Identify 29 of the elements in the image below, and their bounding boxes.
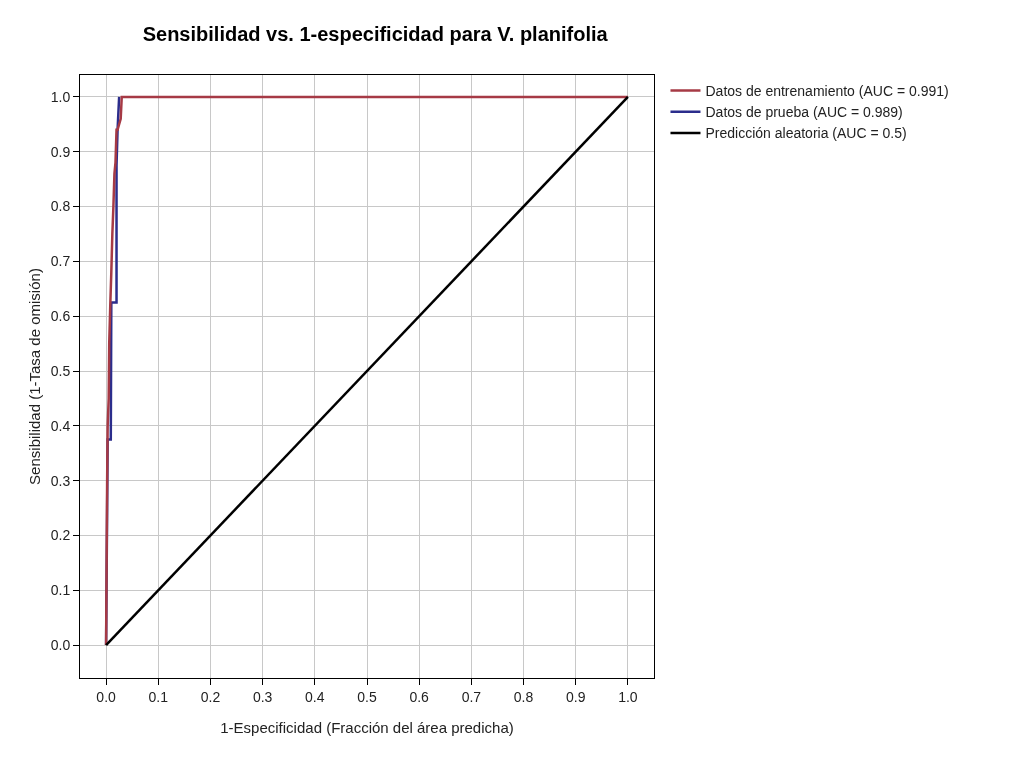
x-tick-label: 0.2 xyxy=(200,688,221,705)
x-tick-label: 0.7 xyxy=(461,688,482,705)
legend-label: Predicción aleatoria (AUC = 0.5) xyxy=(705,125,907,142)
y-tick-label: 1.0 xyxy=(50,88,71,105)
x-tick-label: 0.1 xyxy=(148,688,169,705)
x-tick-label: 0.4 xyxy=(305,688,325,705)
y-tick-label: 0.6 xyxy=(50,308,71,325)
chart-title: Sensibilidad vs. 1-especificidad para V. planifolia xyxy=(142,22,609,45)
y-tick-label: 0.4 xyxy=(50,417,71,434)
x-tick-label: 1.0 xyxy=(618,688,638,705)
y-axis-title: Sensibilidad (1-Tasa de omisión) xyxy=(26,268,43,485)
x-tick-label: 0.9 xyxy=(566,688,586,705)
legend-label: Datos de entrenamiento (AUC = 0.991) xyxy=(705,83,949,100)
y-tick-label: 0.3 xyxy=(50,472,71,489)
x-tick-label: 0.3 xyxy=(252,688,273,705)
y-tick-label: 0.2 xyxy=(50,527,71,544)
y-tick-label: 0.1 xyxy=(50,582,71,599)
y-tick-label: 0.5 xyxy=(50,362,71,379)
y-tick-label: 0.0 xyxy=(50,637,71,654)
y-tick-label: 0.8 xyxy=(50,198,71,215)
legend-label: Datos de prueba (AUC = 0.989) xyxy=(705,104,903,121)
x-axis-title: 1-Especificidad (Fracción del área predicha) xyxy=(220,719,514,736)
line-series xyxy=(104,95,630,647)
x-tick-label: 0.5 xyxy=(357,688,377,705)
y-tick-label: 0.9 xyxy=(50,143,71,160)
x-tick-label: 0.6 xyxy=(409,688,430,705)
x-tick-label: 0.8 xyxy=(513,688,534,705)
x-tick-label: 0.0 xyxy=(96,688,117,705)
y-tick-label: 0.7 xyxy=(50,253,71,270)
